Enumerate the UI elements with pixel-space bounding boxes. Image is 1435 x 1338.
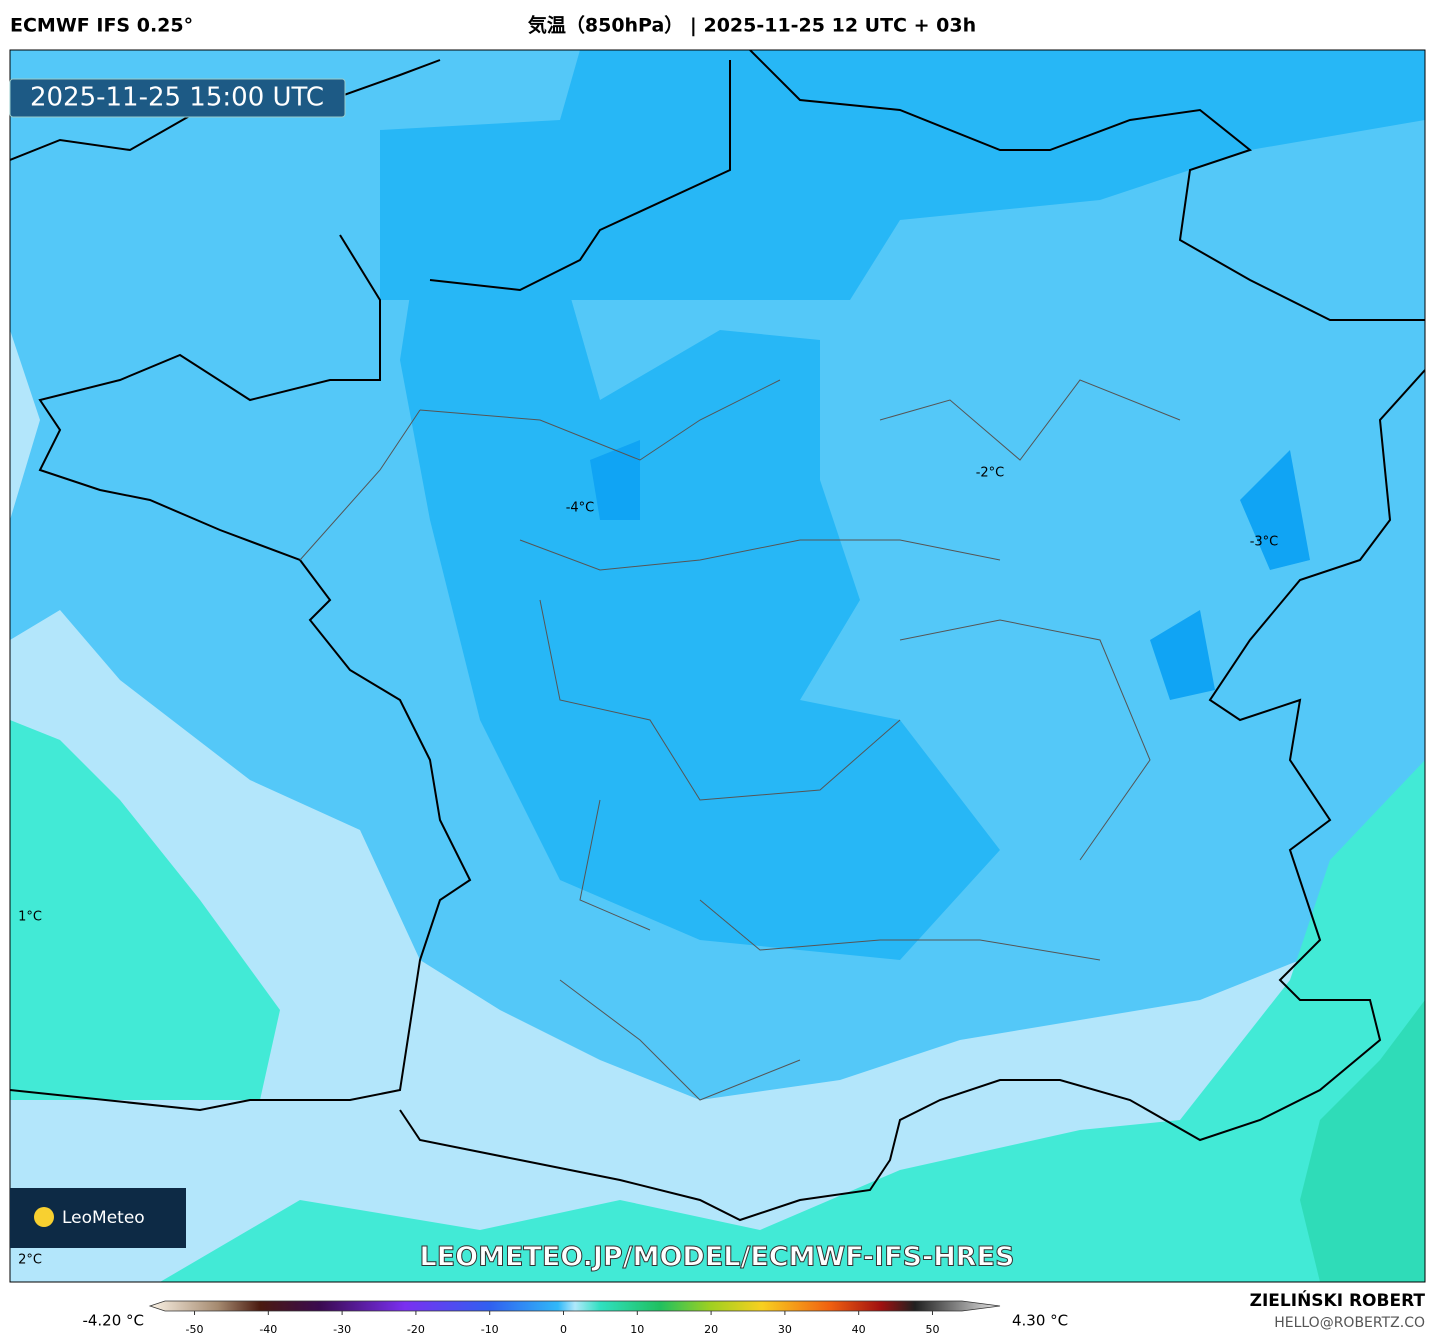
colorbar-min-label: -4.20 °C [82,1312,144,1330]
colorbar-tick-label: 50 [925,1323,939,1336]
field-warm-west [10,720,280,1100]
colorbar-tick-label: 10 [630,1323,644,1336]
colorbar-tick-label: -20 [407,1323,425,1336]
colorbar-tick-label: -30 [333,1323,351,1336]
contour-label: -2°C [976,466,1005,481]
logo-text: LeoMeteo [62,1208,145,1228]
field-light [10,330,1425,1282]
colorbar-tick-label: -50 [186,1323,204,1336]
contour-label: 2°C [18,1253,42,1268]
map: -4°C -2°C -3°C 1°C 2°C LEOMETEO.JP/MODEL… [10,50,1425,1282]
logo-sun [34,1207,54,1227]
watermark: LEOMETEO.JP/MODEL/ECMWF-IFS-HRES [420,1242,1015,1273]
colorbar-tick-label: 20 [704,1323,718,1336]
left-title: ECMWF IFS 0.25° [10,15,193,37]
contour-label: -3°C [1250,535,1279,550]
field-cold [380,50,1425,960]
email: HELLO@ROBERTZ.CO [1274,1315,1425,1331]
colorbar-tick-label: 40 [852,1323,866,1336]
timestamp-box [9,78,346,118]
colorbar-max-label: 4.30 °C [1012,1312,1068,1330]
colorbar-tick-label: -40 [259,1323,277,1336]
contour-label: -4°C [566,501,595,516]
timestamp: 2025-11-25 15:00 UTC [30,83,324,113]
map-frame [9,49,1426,1283]
field-warm-south [160,760,1425,1282]
colorbar-tick-label: -10 [481,1323,499,1336]
colorbar [148,1300,1001,1312]
center-title: 気温（850hPa） | 2025-11-25 12 UTC + 03h [528,14,976,37]
admin-borders [299,379,1181,1101]
field-warmer [1300,1000,1425,1282]
colorbar-tick-label: 0 [560,1323,567,1336]
author: ZIELIŃSKI ROBERT [1250,1289,1426,1311]
contour-label: 1°C [18,910,42,925]
colorbar-tick-label: 30 [778,1323,792,1336]
